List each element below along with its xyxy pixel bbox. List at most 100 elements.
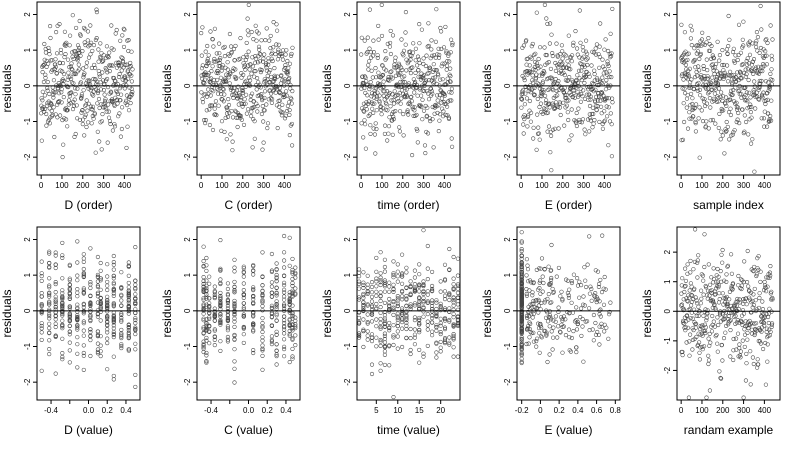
data-point <box>387 363 392 368</box>
data-point <box>69 76 74 81</box>
data-point <box>65 124 70 129</box>
data-point <box>698 323 703 328</box>
data-point <box>400 281 405 286</box>
data-point <box>226 102 232 108</box>
data-point <box>759 116 764 121</box>
data-point <box>124 145 129 150</box>
data-point <box>609 154 614 159</box>
data-point <box>740 62 746 67</box>
data-point <box>553 314 558 319</box>
data-point <box>88 353 93 359</box>
data-point <box>599 90 604 95</box>
data-point <box>293 291 298 296</box>
data-point <box>387 309 392 314</box>
data-point <box>251 313 256 318</box>
data-point <box>70 67 75 72</box>
data-point <box>77 117 82 122</box>
data-point <box>607 312 612 317</box>
data-point <box>68 64 73 69</box>
data-point <box>591 312 596 318</box>
y-axis-label: residuals <box>0 64 14 112</box>
data-point <box>705 74 710 79</box>
data-point <box>767 270 773 275</box>
data-point <box>752 84 757 89</box>
data-point <box>201 345 206 350</box>
data-point <box>241 332 246 337</box>
data-point <box>68 101 73 106</box>
data-point <box>369 362 375 367</box>
data-point <box>717 111 722 116</box>
data-point <box>95 311 100 316</box>
data-point <box>579 78 584 83</box>
data-point <box>53 304 58 309</box>
data-point <box>365 285 370 290</box>
data-point <box>90 107 95 112</box>
data-point <box>280 110 285 115</box>
data-point <box>106 55 111 60</box>
data-point <box>595 269 601 274</box>
data-point <box>382 264 387 270</box>
data-point <box>232 269 237 274</box>
data-point <box>256 31 261 36</box>
data-point <box>97 74 102 79</box>
data-point <box>210 127 216 133</box>
data-point <box>545 21 550 26</box>
data-point <box>225 339 230 344</box>
data-point <box>719 74 724 79</box>
y-tick-label: 1 <box>23 47 32 52</box>
data-point <box>582 265 587 270</box>
data-point <box>382 257 387 262</box>
data-point <box>274 22 279 27</box>
data-point <box>577 55 582 60</box>
data-point <box>685 93 690 98</box>
data-point <box>133 316 138 321</box>
data-point <box>708 118 713 123</box>
data-point <box>260 283 265 288</box>
data-point <box>765 342 770 347</box>
data-point <box>378 310 383 315</box>
data-point <box>413 58 418 63</box>
data-point <box>81 309 86 314</box>
data-point <box>716 300 722 305</box>
data-point <box>60 357 65 362</box>
data-point <box>714 332 719 337</box>
data-point <box>47 312 52 317</box>
data-point <box>729 77 734 82</box>
data-point <box>700 323 705 328</box>
data-point <box>595 77 600 82</box>
data-point <box>378 305 383 310</box>
data-point <box>268 33 273 38</box>
data-point <box>222 44 227 49</box>
data-point <box>687 66 692 71</box>
data-point <box>421 314 426 319</box>
data-point <box>417 272 422 277</box>
data-point <box>433 102 438 108</box>
x-tick-label: 400 <box>758 181 772 190</box>
data-point <box>106 109 111 114</box>
data-point <box>394 64 400 69</box>
plot-frame <box>356 226 461 401</box>
data-point <box>274 354 279 359</box>
data-point <box>262 108 267 113</box>
data-point <box>436 129 441 134</box>
data-point <box>60 240 65 245</box>
data-point <box>91 89 96 94</box>
data-point <box>212 106 217 111</box>
data-point <box>768 273 773 278</box>
data-point <box>430 309 435 314</box>
y-tick-label: 2 <box>503 237 512 242</box>
data-point <box>451 286 456 291</box>
data-point <box>382 324 387 329</box>
data-point <box>403 30 408 35</box>
data-point <box>595 297 600 302</box>
data-point <box>537 73 542 78</box>
data-point <box>53 297 58 302</box>
data-point <box>536 326 542 331</box>
data-point <box>207 329 212 334</box>
data-point <box>53 253 58 258</box>
data-point <box>71 56 76 61</box>
data-point <box>744 361 749 366</box>
data-point <box>578 99 583 104</box>
data-point <box>719 279 724 284</box>
